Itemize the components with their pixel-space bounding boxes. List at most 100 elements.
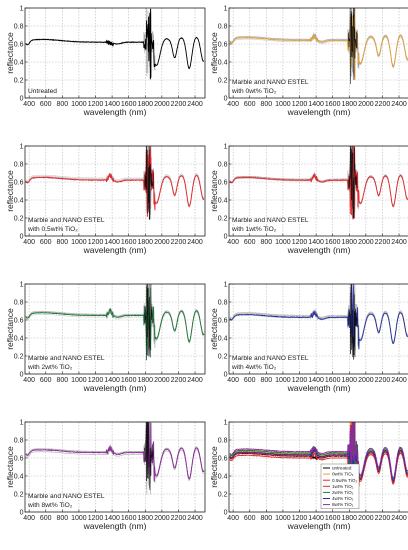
panel-annotation: with 0.5wt% TiO₂	[27, 226, 78, 233]
y-axis-label: reflectance	[5, 170, 15, 212]
x-tick-label: 1600	[325, 239, 341, 246]
y-tick-label: 0.2	[14, 215, 24, 222]
x-tick-label: 1400	[308, 377, 324, 384]
y-tick-label: 0.6	[14, 179, 24, 186]
y-tick-label: 1	[20, 143, 24, 150]
water-band-noise	[348, 283, 358, 360]
series-line-0wt-tio-	[229, 421, 408, 488]
replicate-line	[229, 283, 408, 349]
x-tick-label: 400	[23, 101, 35, 108]
x-axis-label: wavelength (nm)	[83, 245, 147, 255]
x-tick-label: 600	[244, 239, 256, 246]
series-line-0wt	[229, 7, 408, 80]
y-tick-label: 0.8	[14, 161, 24, 168]
y-axis-label: reflectance	[209, 32, 219, 74]
x-tick-label: 600	[244, 377, 256, 384]
y-axis-label: reflectance	[5, 308, 15, 350]
panel-annotation: with 8wt% TiO₂	[27, 502, 73, 509]
x-tick-label: 800	[260, 239, 272, 246]
y-tick-label: 1	[20, 419, 24, 426]
x-tick-label: 2200	[171, 239, 187, 246]
y-tick-label: 0.6	[14, 317, 24, 324]
x-tick-label: 2000	[358, 101, 374, 108]
x-tick-label: 1400	[308, 239, 324, 246]
replicate-line	[25, 7, 205, 77]
x-tick-label: 2400	[187, 377, 203, 384]
y-axis-label: reflectance	[5, 32, 15, 74]
y-tick-label: 0.2	[14, 491, 24, 498]
y-tick-label: 0	[224, 233, 228, 240]
x-tick-label: 800	[56, 515, 68, 522]
y-axis-label: reflectance	[209, 308, 219, 350]
x-tick-label: 1800	[137, 377, 153, 384]
chart-panel-1: 400 600 800 1000 1200 1400 1600 1800 2000 2200 240…	[5, 5, 206, 117]
x-tick-label: 1400	[104, 515, 120, 522]
x-tick-label: 2000	[154, 239, 170, 246]
y-tick-label: 0	[20, 509, 24, 516]
panel-annotation: Marble and NANO ESTEL	[28, 217, 105, 224]
x-tick-label: 1200	[292, 515, 308, 522]
x-tick-label: 1800	[137, 239, 153, 246]
series-line-2wt	[25, 283, 205, 356]
water-band-noise	[348, 7, 358, 84]
panel-annotation: Marble and NANO ESTEL	[28, 493, 105, 500]
axes-frame	[24, 7, 206, 99]
legend-entry: 0.5wt% TiO₂	[332, 478, 357, 483]
x-tick-label: 1000	[71, 101, 87, 108]
chart-panel-3: 400 600 800 1000 1200 1400 1600 1800 2000 2200 240…	[5, 143, 206, 255]
panel-annotation: Untreated	[28, 88, 57, 95]
axes-frame	[228, 7, 408, 99]
x-tick-label: 2400	[187, 101, 203, 108]
series-line-1wt-tio-	[229, 421, 408, 487]
x-tick-label: 1800	[137, 515, 153, 522]
x-tick-label: 2400	[187, 515, 203, 522]
y-tick-label: 1	[224, 419, 228, 426]
x-tick-label: 400	[227, 515, 239, 522]
replicate-line	[25, 10, 205, 80]
x-axis-label: wavelength (nm)	[83, 383, 147, 393]
x-tick-label: 1000	[71, 239, 87, 246]
y-tick-label: 0	[20, 233, 24, 240]
panel-annotation: Marble and NANO ESTEL	[232, 79, 309, 86]
x-tick-label: 1000	[71, 515, 87, 522]
replicate-line	[229, 145, 408, 206]
y-tick-label: 0.6	[218, 455, 228, 462]
y-tick-label: 0.6	[14, 455, 24, 462]
x-axis-label: wavelength (nm)	[287, 107, 351, 117]
replicate-line	[25, 435, 205, 495]
x-tick-label: 800	[260, 377, 272, 384]
replicate-line	[25, 145, 205, 207]
panel-annotation: Marble and NANO ESTEL	[28, 355, 105, 362]
x-axis-label: wavelength (nm)	[83, 521, 147, 531]
y-tick-label: 0.4	[14, 59, 24, 66]
x-tick-label: 800	[260, 101, 272, 108]
y-tick-label: 0.8	[14, 437, 24, 444]
x-tick-label: 600	[244, 101, 256, 108]
y-tick-label: 0.8	[14, 23, 24, 30]
x-tick-label: 1000	[275, 377, 291, 384]
chart-panel-8: 400 600 800 1000 1200 1400 1600 1800 2000 2200 240…	[209, 419, 408, 531]
replicate-line	[25, 283, 205, 351]
x-tick-label: 2000	[154, 377, 170, 384]
x-tick-label: 2200	[171, 515, 187, 522]
x-tick-label: 800	[260, 515, 272, 522]
water-band-noise	[144, 145, 154, 220]
x-tick-label: 400	[227, 239, 239, 246]
x-tick-label: 1800	[341, 377, 357, 384]
series-line-8wt-tio-	[229, 421, 408, 479]
x-tick-label: 2400	[391, 515, 407, 522]
y-tick-label: 0.2	[218, 353, 228, 360]
x-tick-label: 1400	[104, 101, 120, 108]
x-tick-label: 1600	[121, 239, 137, 246]
x-tick-label: 1200	[88, 101, 104, 108]
x-tick-label: 600	[244, 515, 256, 522]
legend-entry: 0wt% TiO₂	[332, 472, 354, 477]
x-tick-label: 2000	[358, 239, 374, 246]
x-tick-label: 1600	[325, 515, 341, 522]
x-tick-label: 2400	[391, 239, 407, 246]
y-tick-label: 0.2	[218, 215, 228, 222]
series-line-4wt-tio-	[229, 428, 408, 483]
x-tick-label: 2200	[375, 101, 391, 108]
